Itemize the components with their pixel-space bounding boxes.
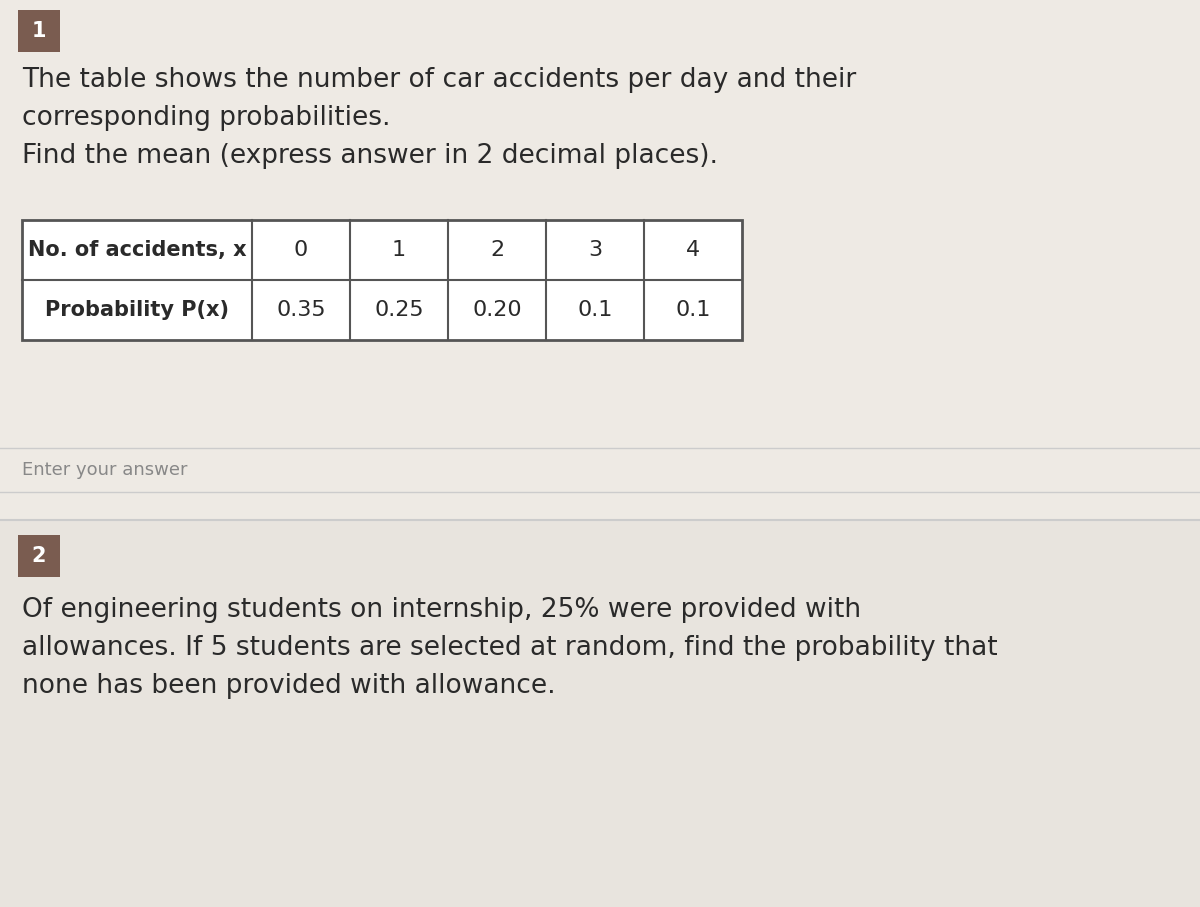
Text: Find the mean (express answer in 2 decimal places).: Find the mean (express answer in 2 decim… bbox=[22, 143, 718, 169]
Bar bbox=[18, 535, 60, 577]
Text: 4: 4 bbox=[686, 240, 700, 260]
Text: Enter your answer: Enter your answer bbox=[22, 461, 187, 479]
Text: No. of accidents, x: No. of accidents, x bbox=[28, 240, 246, 260]
Text: 0.25: 0.25 bbox=[374, 300, 424, 320]
Text: 0.1: 0.1 bbox=[577, 300, 613, 320]
Text: 0: 0 bbox=[294, 240, 308, 260]
Text: allowances. If 5 students are selected at random, find the probability that: allowances. If 5 students are selected a… bbox=[22, 635, 997, 661]
Text: 1: 1 bbox=[392, 240, 406, 260]
Text: 1: 1 bbox=[31, 21, 47, 41]
Text: 0.1: 0.1 bbox=[676, 300, 710, 320]
Text: 2: 2 bbox=[490, 240, 504, 260]
Text: none has been provided with allowance.: none has been provided with allowance. bbox=[22, 673, 556, 699]
Bar bbox=[22, 220, 742, 340]
Text: 3: 3 bbox=[588, 240, 602, 260]
Text: The table shows the number of car accidents per day and their: The table shows the number of car accide… bbox=[22, 67, 857, 93]
Text: Of engineering students on internship, 25% were provided with: Of engineering students on internship, 2… bbox=[22, 597, 862, 623]
Bar bbox=[0, 520, 1200, 907]
Text: 2: 2 bbox=[31, 546, 47, 566]
Text: 0.35: 0.35 bbox=[276, 300, 326, 320]
Bar bbox=[0, 0, 1200, 520]
Text: corresponding probabilities.: corresponding probabilities. bbox=[22, 105, 390, 131]
Text: 0.20: 0.20 bbox=[472, 300, 522, 320]
Bar bbox=[18, 10, 60, 52]
Text: Probability P(x): Probability P(x) bbox=[46, 300, 229, 320]
